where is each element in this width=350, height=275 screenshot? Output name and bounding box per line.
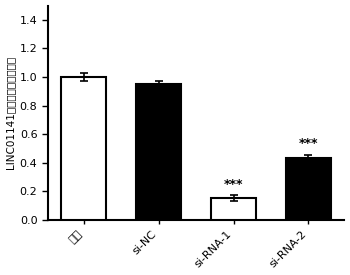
Bar (136, 84, 181, 220)
Y-axis label: LINC01141相对表达量（倍数）: LINC01141相对表达量（倍数） (6, 56, 15, 169)
Bar (61, 77, 106, 220)
Text: ***: *** (224, 178, 243, 191)
Bar (211, 198, 256, 220)
Bar (286, 158, 331, 220)
Text: ***: *** (299, 138, 318, 150)
